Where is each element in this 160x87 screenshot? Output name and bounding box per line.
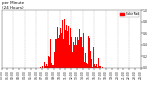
Legend: Solar Rad: Solar Rad	[120, 12, 139, 17]
Text: Milwaukee Weather Solar Radiation
per Minute
(24 Hours): Milwaukee Weather Solar Radiation per Mi…	[2, 0, 74, 10]
